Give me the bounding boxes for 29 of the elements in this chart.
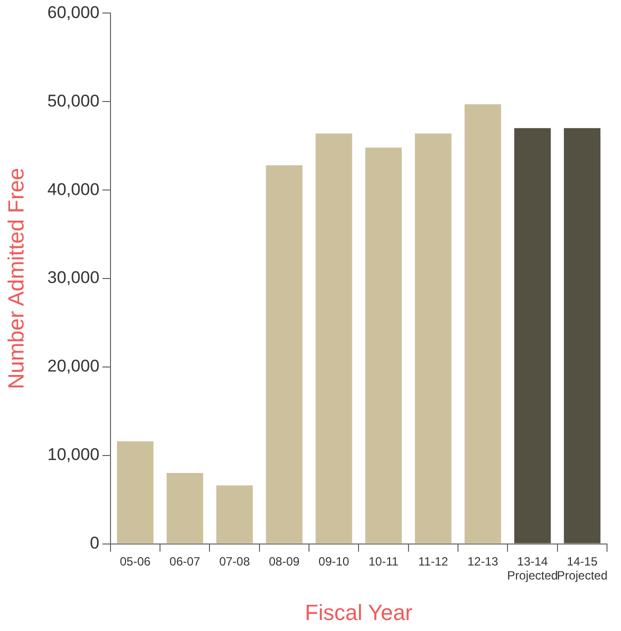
x-tick-label: 10-11	[368, 554, 399, 568]
bar	[216, 485, 253, 544]
bar	[116, 441, 154, 544]
bar	[464, 104, 502, 544]
x-tick-label: 12-13	[467, 554, 499, 568]
x-tick-label: 06-07	[170, 554, 201, 568]
x-tick-label: 05-06	[120, 554, 151, 568]
x-tick-label: 08-09	[268, 554, 300, 568]
x-tick-label: 11-12	[418, 554, 448, 568]
bar	[266, 165, 302, 544]
bar	[564, 128, 600, 544]
bar	[414, 133, 452, 544]
x-tick-label: 09-10	[318, 554, 350, 568]
y-tick-label: 10,000	[47, 445, 100, 464]
bar	[514, 128, 551, 544]
x-tick-label: 14-15 Projected	[556, 554, 608, 583]
y-tick-label: 30,000	[47, 268, 100, 288]
x-tick-label: 07-08	[219, 554, 250, 568]
y-tick-label: 0	[90, 533, 100, 552]
x-axis-title: Fiscal Year	[304, 600, 413, 625]
y-tick-label: 60,000	[47, 2, 100, 22]
x-tick-label: 13-14 Projected	[507, 554, 558, 583]
y-axis-title: Number Admitted Free	[3, 168, 28, 390]
bar	[166, 473, 204, 544]
y-tick-label: 50,000	[47, 91, 100, 110]
y-tick-label: 40,000	[47, 180, 100, 199]
bar	[316, 133, 352, 544]
y-tick-label: 20,000	[47, 356, 100, 376]
bar	[365, 148, 402, 544]
